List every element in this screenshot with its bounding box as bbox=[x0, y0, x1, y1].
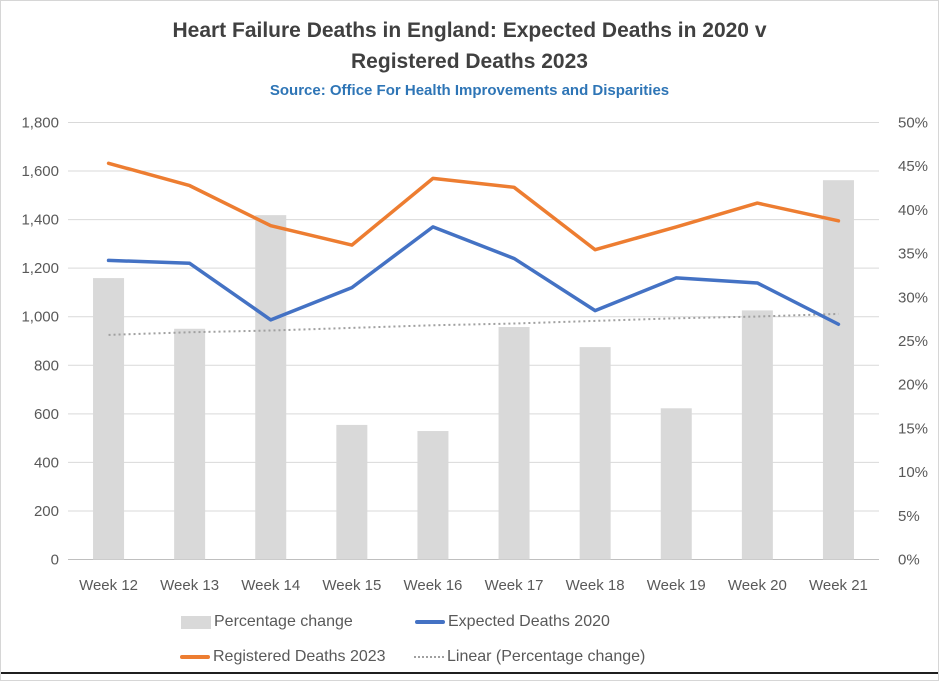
left-axis-tick-label: 0 bbox=[51, 552, 59, 569]
bar-week-18 bbox=[579, 347, 611, 560]
expected-deaths-line bbox=[106, 225, 841, 326]
right-axis-tick-label: 25% bbox=[898, 333, 928, 350]
bar-week-17 bbox=[498, 327, 530, 560]
legend-label-percentage-change: Percentage change bbox=[214, 613, 353, 630]
right-axis-tick-label: 45% bbox=[898, 158, 928, 175]
right-axis-tick-label: 30% bbox=[898, 289, 928, 306]
orange-line-swatch-icon bbox=[180, 655, 210, 659]
left-axis-tick-label: 400 bbox=[34, 454, 59, 471]
right-axis-tick-label: 0% bbox=[898, 552, 920, 569]
x-axis-label: Week 17 bbox=[485, 577, 544, 594]
bar-week-14 bbox=[255, 215, 287, 560]
left-axis-tick-label: 600 bbox=[34, 406, 59, 423]
legend-label-linear-trend: Linear (Percentage change) bbox=[447, 648, 646, 665]
bar-week-15 bbox=[336, 424, 368, 560]
bar-week-19 bbox=[660, 408, 692, 560]
right-axis-tick-label: 20% bbox=[898, 377, 928, 394]
x-axis-label: Week 20 bbox=[728, 577, 787, 594]
right-axis-tick-label: 50% bbox=[898, 115, 928, 132]
left-axis-tick-label: 1,600 bbox=[21, 163, 59, 180]
chart-title-line2: Registered Deaths 2023 bbox=[351, 50, 588, 73]
x-axis-label: Week 12 bbox=[79, 577, 138, 594]
right-axis-tick-label: 15% bbox=[898, 420, 928, 437]
left-axis-tick-label: 1,200 bbox=[21, 260, 59, 277]
dotted-line-swatch-icon bbox=[414, 656, 444, 658]
bar-week-12 bbox=[93, 278, 125, 560]
bar-week-16 bbox=[417, 431, 449, 560]
chart-title-line1: Heart Failure Deaths in England: Expecte… bbox=[172, 19, 767, 42]
x-axis-label: Week 19 bbox=[647, 577, 706, 594]
right-axis-tick-label: 35% bbox=[898, 246, 928, 263]
x-axis-label: Week 15 bbox=[322, 577, 381, 594]
x-axis-label: Week 16 bbox=[403, 577, 462, 594]
left-axis-tick-label: 800 bbox=[34, 357, 59, 374]
right-axis-tick-label: 5% bbox=[898, 508, 920, 525]
x-axis-label: Week 14 bbox=[241, 577, 300, 594]
bar-swatch-icon bbox=[181, 615, 211, 629]
bar-week-20 bbox=[741, 310, 773, 560]
x-axis-label: Week 18 bbox=[566, 577, 625, 594]
registered-deaths-line bbox=[106, 161, 841, 252]
bar-week-21 bbox=[822, 180, 854, 560]
trend-line bbox=[108, 312, 839, 336]
left-axis-tick-label: 1,800 bbox=[21, 115, 59, 132]
chart-subtitle: Source: Office For Health Improvements a… bbox=[269, 82, 670, 99]
right-axis-tick-label: 10% bbox=[898, 464, 928, 481]
left-axis-tick-label: 1,400 bbox=[21, 212, 59, 229]
left-axis-tick-label: 1,000 bbox=[21, 309, 59, 326]
left-axis-tick-label: 200 bbox=[34, 503, 59, 520]
blue-line-swatch-icon bbox=[415, 620, 445, 624]
x-axis-label: Week 21 bbox=[809, 577, 868, 594]
chart-title: Heart Failure Deaths in England: Expecte… bbox=[1, 15, 938, 77]
legend-label-registered-deaths: Registered Deaths 2023 bbox=[213, 648, 386, 665]
bar-week-13 bbox=[174, 328, 206, 560]
legend-label-expected-deaths: Expected Deaths 2020 bbox=[448, 613, 610, 630]
chart-bottom-border bbox=[1, 672, 938, 674]
x-axis-label: Week 13 bbox=[160, 577, 219, 594]
legend-item-linear-trend: Linear (Percentage change) bbox=[414, 648, 646, 665]
legend-item-registered-deaths: Registered Deaths 2023 bbox=[180, 648, 386, 665]
legend-item-expected-deaths: Expected Deaths 2020 bbox=[415, 613, 610, 630]
legend-item-percentage-change: Percentage change bbox=[181, 613, 353, 630]
right-axis-tick-label: 40% bbox=[898, 202, 928, 219]
